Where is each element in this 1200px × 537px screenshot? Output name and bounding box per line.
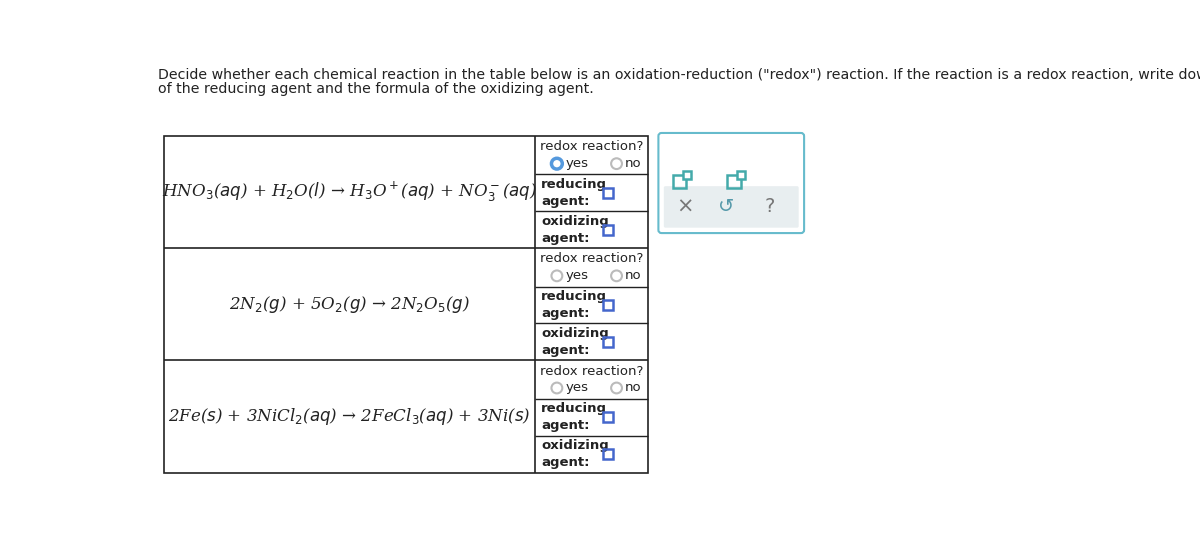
Text: of the reducing agent and the formula of the oxidizing agent.: of the reducing agent and the formula of… (157, 82, 594, 96)
Text: yes: yes (565, 381, 588, 395)
FancyBboxPatch shape (664, 186, 799, 228)
FancyBboxPatch shape (659, 133, 804, 233)
Text: redox reaction?: redox reaction? (540, 365, 643, 378)
Text: HNO$_3$($aq$) + H$_2$O($l$) → H$_3$O$^+$($aq$) + NO$_3^-$($aq$): HNO$_3$($aq$) + H$_2$O($l$) → H$_3$O$^+$… (162, 180, 538, 204)
Bar (604, 225, 613, 235)
Text: redox reaction?: redox reaction? (540, 252, 643, 265)
Bar (673, 175, 686, 187)
Text: 2Fe($s$) + 3NiCl$_2$($aq$) → 2FeCl$_3$($aq$) + 3Ni($s$): 2Fe($s$) + 3NiCl$_2$($aq$) → 2FeCl$_3$($… (168, 406, 530, 427)
Text: yes: yes (565, 270, 588, 282)
Text: ?: ? (764, 198, 775, 216)
Bar (604, 300, 613, 310)
Text: oxidizing
agent:: oxidizing agent: (541, 439, 610, 469)
Text: no: no (625, 381, 642, 395)
Text: 2N$_2$($g$) + 5O$_2$($g$) → 2N$_2$O$_5$($g$): 2N$_2$($g$) + 5O$_2$($g$) → 2N$_2$O$_5$(… (229, 294, 470, 315)
Text: redox reaction?: redox reaction? (540, 140, 643, 153)
Text: reducing
agent:: reducing agent: (541, 178, 607, 208)
Bar (604, 449, 613, 459)
Text: yes: yes (565, 157, 588, 170)
Bar (738, 171, 745, 179)
Text: Decide whether each chemical reaction in the table below is an oxidation-reducti: Decide whether each chemical reaction in… (157, 68, 1200, 82)
Text: oxidizing
agent:: oxidizing agent: (541, 327, 610, 357)
Circle shape (611, 382, 622, 394)
Text: no: no (625, 157, 642, 170)
Text: reducing
agent:: reducing agent: (541, 402, 607, 432)
Bar (604, 188, 613, 198)
Text: reducing
agent:: reducing agent: (541, 290, 607, 320)
Text: oxidizing
agent:: oxidizing agent: (541, 215, 610, 245)
Text: ↺: ↺ (718, 198, 734, 216)
Bar (683, 171, 691, 179)
Bar (727, 175, 740, 187)
Circle shape (552, 158, 563, 169)
Bar (604, 337, 613, 347)
Circle shape (552, 382, 563, 394)
Bar (604, 412, 613, 422)
Bar (164, 136, 648, 473)
Circle shape (611, 271, 622, 281)
Circle shape (552, 271, 563, 281)
Circle shape (611, 158, 622, 169)
Text: ×: × (676, 197, 694, 217)
Text: no: no (625, 270, 642, 282)
